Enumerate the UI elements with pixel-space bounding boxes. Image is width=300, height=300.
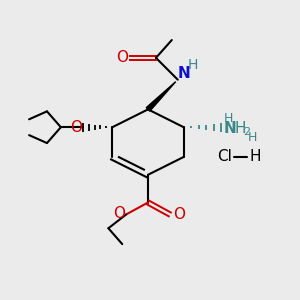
Text: H: H — [188, 58, 198, 72]
Text: H: H — [234, 121, 246, 136]
Text: H: H — [248, 130, 257, 144]
Text: N: N — [223, 121, 236, 136]
Text: 2: 2 — [243, 127, 250, 137]
Text: O: O — [173, 207, 185, 222]
Text: N: N — [178, 66, 190, 81]
Polygon shape — [146, 82, 176, 111]
Text: H: H — [223, 112, 233, 125]
Text: O: O — [113, 206, 125, 221]
Text: O: O — [116, 50, 128, 65]
Text: O: O — [70, 120, 82, 135]
Text: H: H — [249, 149, 261, 164]
Text: Cl: Cl — [218, 149, 232, 164]
